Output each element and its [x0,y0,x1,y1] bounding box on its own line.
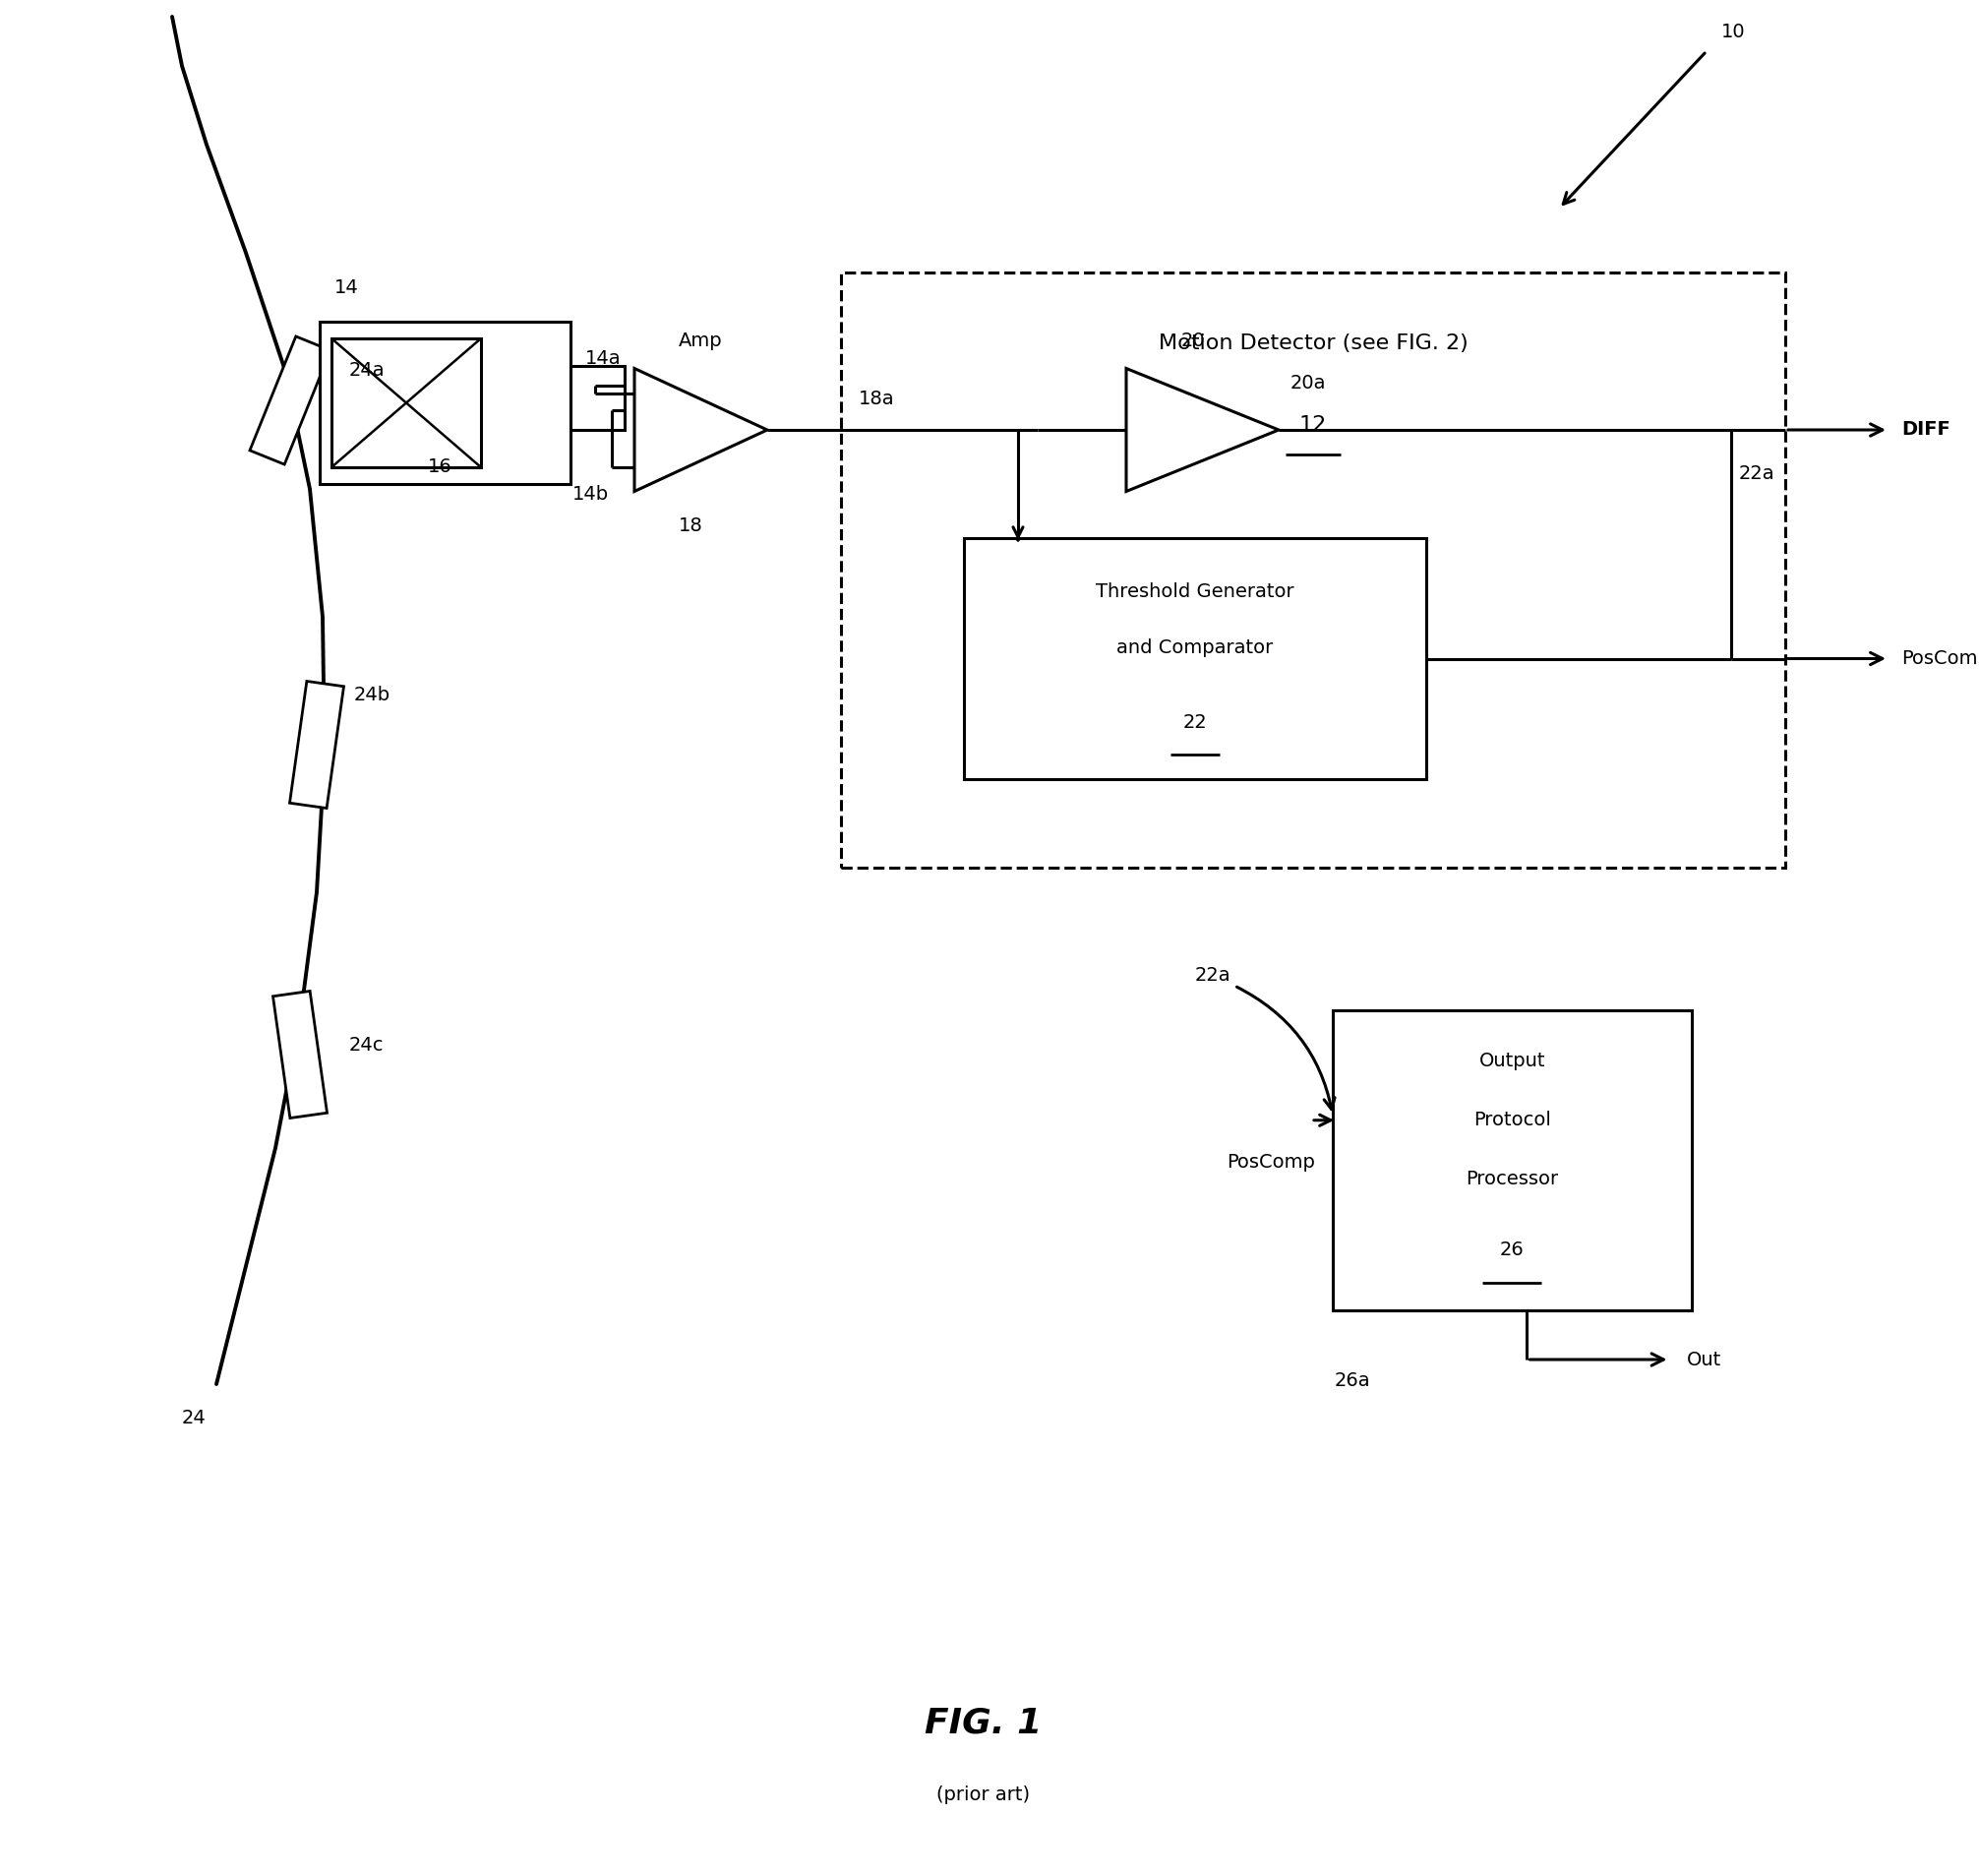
Text: Threshold Generator: Threshold Generator [1096,582,1294,600]
Polygon shape [273,991,327,1118]
Text: Out: Out [1686,1351,1722,1369]
Text: 26a: 26a [1334,1371,1371,1390]
Text: FIG. 1: FIG. 1 [924,1707,1043,1741]
Bar [1332,1011,1692,1309]
Text: 14b: 14b [572,484,610,503]
Text: 22a: 22a [1195,966,1231,985]
Text: 14: 14 [334,278,358,296]
Polygon shape [289,681,344,809]
Text: and Comparator: and Comparator [1116,638,1272,657]
Bar [330,338,481,467]
Text: Output: Output [1478,1052,1546,1071]
Text: 20: 20 [1181,332,1205,351]
Bar [570,366,625,430]
Text: 26: 26 [1500,1240,1524,1259]
Bar [964,538,1427,779]
Text: PosComp: PosComp [1902,649,1979,668]
Text: 12: 12 [1298,415,1328,435]
Text: 24c: 24c [348,1036,384,1054]
Text: 16: 16 [427,458,453,477]
Text: 18a: 18a [859,390,895,409]
Text: 14a: 14a [586,349,621,368]
Text: 22a: 22a [1740,465,1775,482]
Text: Protocol: Protocol [1474,1111,1552,1129]
Text: Processor: Processor [1466,1169,1559,1188]
Text: 24: 24 [182,1409,206,1428]
Text: PosComp: PosComp [1227,1154,1316,1172]
Text: 10: 10 [1722,23,1745,41]
Text: Motion Detector (see FIG. 2): Motion Detector (see FIG. 2) [1158,334,1468,353]
Polygon shape [635,368,768,492]
Text: DIFF: DIFF [1902,420,1949,439]
Text: (prior art): (prior art) [936,1786,1031,1805]
Text: 24a: 24a [348,362,386,381]
Text: 22: 22 [1183,713,1207,732]
Text: 24b: 24b [354,687,390,705]
Text: 20a: 20a [1290,373,1326,392]
Polygon shape [249,336,330,465]
Bar [841,272,1785,869]
Text: Amp: Amp [679,332,722,351]
Polygon shape [1126,368,1278,492]
Bar [321,321,570,484]
Text: 18: 18 [679,516,703,535]
